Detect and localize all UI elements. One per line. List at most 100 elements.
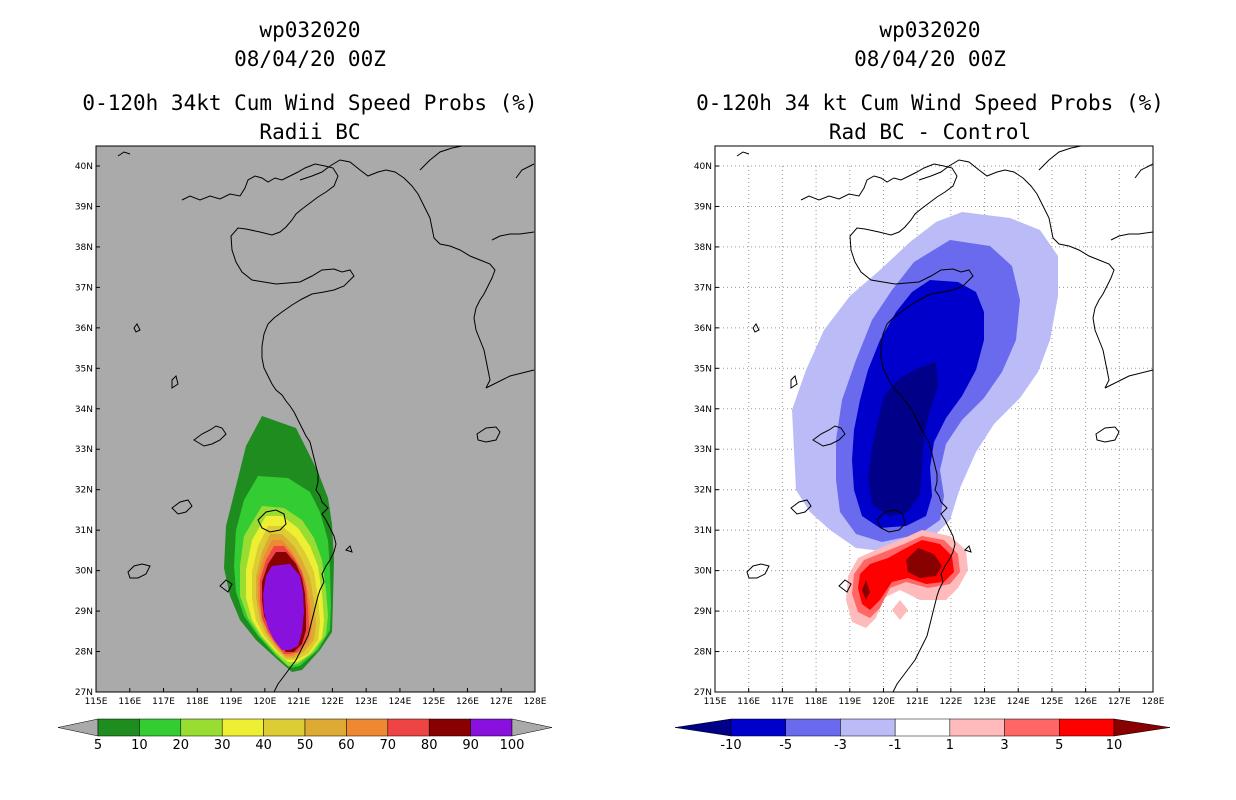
colorbar-box — [894, 718, 951, 737]
lat-label: 27N — [75, 688, 93, 698]
lon-label: 123E — [973, 697, 996, 707]
colorbar-label: 70 — [380, 738, 397, 753]
lon-label: 119E — [220, 697, 243, 707]
lat-label: 27N — [694, 688, 712, 698]
lat-label: 34N — [75, 405, 93, 415]
lon-label: 124E — [1007, 697, 1030, 707]
colorbar-end-low — [57, 718, 99, 737]
colorbar-label: 40 — [255, 738, 272, 753]
colorbar-label: 100 — [500, 738, 525, 753]
colorbar-box — [428, 718, 471, 737]
colorbar-box — [139, 718, 182, 737]
colorbar-box — [785, 718, 841, 737]
left-axes: 115E 116E 117E 118E 119E 120E 121E 122E 123E 124E… — [75, 162, 547, 707]
lon-label: 128E — [524, 697, 547, 707]
lon-label: 120E — [872, 697, 895, 707]
lat-label: 32N — [75, 486, 93, 496]
right-map-frame — [714, 145, 1154, 693]
lon-label: 125E — [1040, 697, 1063, 707]
lat-label: 28N — [75, 648, 93, 658]
lat-label: 38N — [694, 243, 712, 253]
diff-neg-10 — [868, 362, 938, 516]
diff-pos-1b — [892, 600, 908, 620]
right-axes: 115E 116E 117E 118E 119E 120E 121E 122E 123E 124E… — [694, 162, 1165, 707]
left-map: 115E 116E 117E 118E 119E 120E 121E 122E 123E 124E… — [75, 145, 547, 707]
lat-label: 37N — [694, 283, 712, 293]
lat-label: 29N — [694, 607, 712, 617]
colorbar-box — [1004, 718, 1060, 737]
lat-label: 40N — [694, 162, 712, 172]
lon-label: 124E — [388, 697, 411, 707]
colorbar-box — [97, 718, 140, 737]
colorbar-box — [346, 718, 389, 737]
colorbar-label: -3 — [834, 738, 847, 753]
left-subtitle: Radii BC — [259, 120, 361, 144]
left-storm-id: wp032020 — [259, 18, 361, 42]
lon-label: 123E — [355, 697, 378, 707]
colorbar-label: 60 — [338, 738, 355, 753]
left-map-frame — [95, 145, 536, 693]
colorbar-box — [1059, 718, 1115, 737]
colorbar-box — [304, 718, 347, 737]
lat-label: 31N — [694, 526, 712, 536]
right-title-block: wp032020 08/04/20 00Z 0-120h 34 kt Cum W… — [680, 16, 1180, 147]
colorbar-end-high — [1113, 718, 1171, 737]
colorbar-label: 10 — [1106, 738, 1123, 753]
lon-label: 127E — [490, 697, 513, 707]
lat-label: 39N — [694, 202, 712, 212]
diff-pos-10a — [906, 548, 942, 578]
colorbar-label: 90 — [462, 738, 479, 753]
right-map: 115E 116E 117E 118E 119E 120E 121E 122E 123E 124E… — [694, 145, 1165, 707]
left-title: 0-120h 34kt Cum Wind Speed Probs (%) — [82, 91, 538, 115]
lat-label: 38N — [75, 243, 93, 253]
colorbar-label: 30 — [214, 738, 231, 753]
colorbar-box — [387, 718, 430, 737]
lon-label: 118E — [805, 697, 828, 707]
lon-label: 117E — [771, 697, 794, 707]
right-storm-id: wp032020 — [879, 18, 981, 42]
lon-label: 122E — [939, 697, 962, 707]
diff-pos-10b — [862, 580, 870, 600]
left-datetime: 08/04/20 00Z — [234, 47, 386, 71]
lon-label: 127E — [1108, 697, 1131, 707]
lat-label: 33N — [75, 445, 93, 455]
left-title-block: wp032020 08/04/20 00Z 0-120h 34kt Cum Wi… — [60, 16, 560, 147]
lat-label: 35N — [694, 364, 712, 374]
lat-label: 33N — [694, 445, 712, 455]
right-datetime: 08/04/20 00Z — [854, 47, 1006, 71]
colorbar-label: 10 — [131, 738, 148, 753]
right-gridlines — [715, 165, 1153, 692]
colorbar-box — [263, 718, 306, 737]
colorbar-label: 50 — [297, 738, 314, 753]
colorbar-label: 5 — [94, 738, 102, 753]
colorbar-label: 3 — [1000, 738, 1008, 753]
lon-label: 116E — [118, 697, 141, 707]
colorbar-box — [949, 718, 1005, 737]
colorbar-end-low — [674, 718, 732, 737]
lon-label: 126E — [1074, 697, 1097, 707]
colorbar-label: 80 — [421, 738, 438, 753]
colorbar-box — [221, 718, 264, 737]
lon-label: 117E — [152, 697, 175, 707]
lat-label: 30N — [694, 567, 712, 577]
lon-label: 128E — [1142, 697, 1165, 707]
lat-label: 28N — [694, 648, 712, 658]
lat-label: 36N — [75, 324, 93, 334]
colorbar-label: 20 — [173, 738, 190, 753]
colorbar-box — [840, 718, 896, 737]
lon-label: 115E — [704, 697, 727, 707]
lon-label: 118E — [186, 697, 209, 707]
lat-label: 29N — [75, 607, 93, 617]
probability-contours — [224, 416, 334, 672]
contour-90 — [263, 564, 304, 650]
lat-label: 32N — [694, 486, 712, 496]
left-colorbar: 5 10 20 30 40 50 60 70 80 90 100 — [57, 718, 553, 753]
lat-label: 30N — [75, 567, 93, 577]
right-subtitle: Rad BC - Control — [828, 120, 1032, 144]
colorbar-label: -1 — [889, 738, 902, 753]
colorbar-box — [730, 718, 786, 737]
lat-label: 31N — [75, 526, 93, 536]
lat-label: 40N — [75, 162, 93, 172]
colorbar-label: 1 — [946, 738, 954, 753]
